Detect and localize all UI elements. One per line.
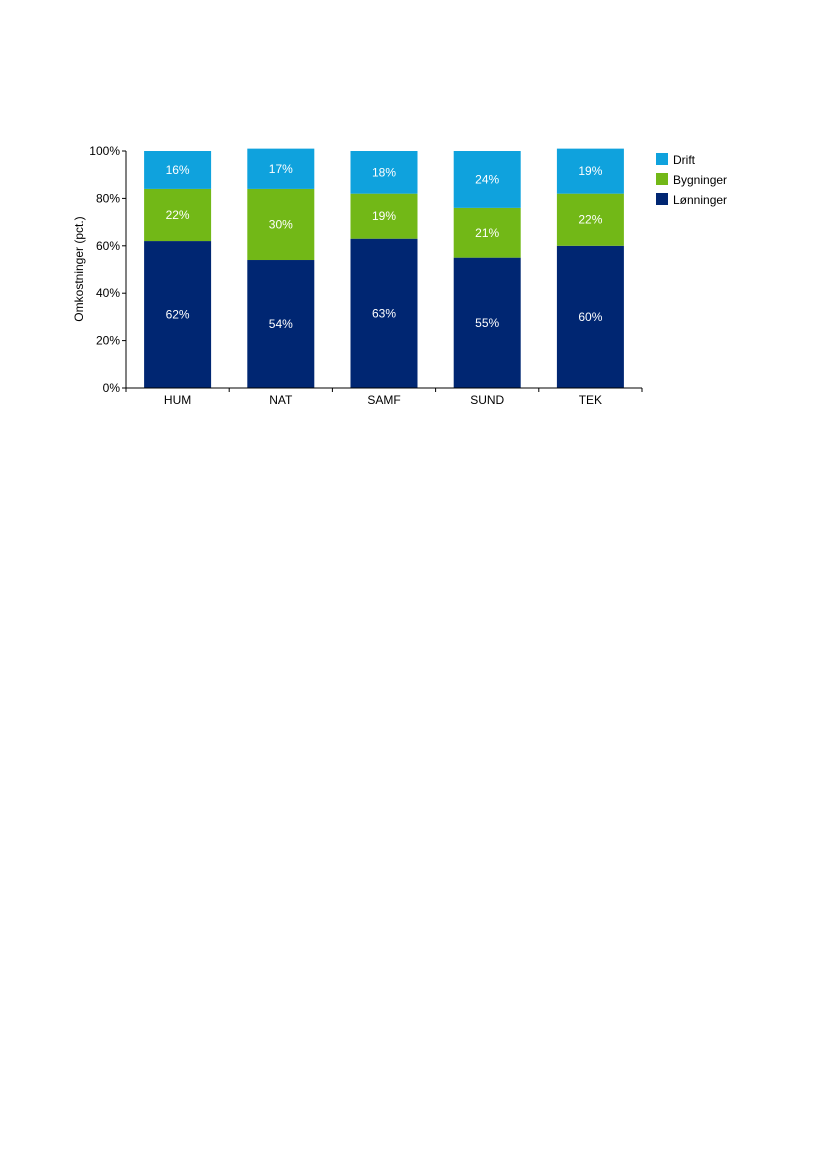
- y-tick-label: 60%: [96, 239, 120, 253]
- data-label: 60%: [578, 310, 602, 324]
- data-label: 22%: [578, 213, 602, 227]
- bar-segment: [247, 188, 315, 261]
- x-tick-label: SUND: [470, 393, 504, 407]
- legend-label: Bygninger: [673, 173, 727, 187]
- data-label: 17%: [269, 162, 293, 176]
- y-tick-label: 0%: [103, 381, 121, 395]
- bar-segment: [144, 241, 212, 388]
- data-label: 63%: [372, 306, 396, 320]
- bar-segment: [350, 193, 418, 239]
- bar-segment: [350, 151, 418, 194]
- y-tick-label: 80%: [96, 191, 120, 205]
- data-label: 16%: [166, 163, 190, 177]
- data-label: 62%: [166, 308, 190, 322]
- bar-segment: [350, 238, 418, 388]
- plot-area: 62% 22% 16% 54% 30% 17% 63% 19% 18% 55% 21% 24% 60% 2…: [144, 148, 624, 388]
- legend-swatch: [656, 193, 668, 205]
- x-tick-label: SAMF: [367, 393, 400, 407]
- legend: Drift Bygninger Lønninger: [656, 153, 727, 207]
- data-label: 19%: [372, 209, 396, 223]
- y-tick-label: 40%: [96, 286, 120, 300]
- x-tick-label: NAT: [269, 393, 293, 407]
- data-label: 54%: [269, 317, 293, 331]
- bar-segment: [453, 207, 521, 258]
- bar-segment: [556, 148, 624, 194]
- bar-segment: [556, 245, 624, 388]
- bar-segment: [556, 193, 624, 246]
- legend-swatch: [656, 173, 668, 185]
- bar-segment: [453, 257, 521, 388]
- y-tick-label: 20%: [96, 334, 120, 348]
- legend-label: Drift: [673, 153, 696, 167]
- bar-segment: [247, 260, 315, 388]
- data-label: 19%: [578, 164, 602, 178]
- data-label: 18%: [372, 165, 396, 179]
- data-label: 24%: [475, 172, 499, 186]
- bar-segment: [453, 151, 521, 208]
- data-label: 21%: [475, 226, 499, 240]
- bar-segment: [144, 151, 212, 189]
- bar-segment: [247, 148, 315, 189]
- bar-segment: [144, 188, 212, 242]
- y-axis-label: Omkostninger (pct.): [72, 216, 86, 321]
- y-tick-label: 100%: [89, 144, 120, 158]
- axes: 0% 20% 40% 60% 80% 100% HUM NAT SAMF SUND TEK: [89, 144, 643, 407]
- data-label: 22%: [166, 208, 190, 222]
- x-tick-label: TEK: [579, 393, 602, 407]
- legend-swatch: [656, 153, 668, 165]
- data-label: 55%: [475, 316, 499, 330]
- x-tick-label: HUM: [164, 393, 191, 407]
- legend-label: Lønninger: [673, 193, 727, 207]
- data-label: 30%: [269, 217, 293, 231]
